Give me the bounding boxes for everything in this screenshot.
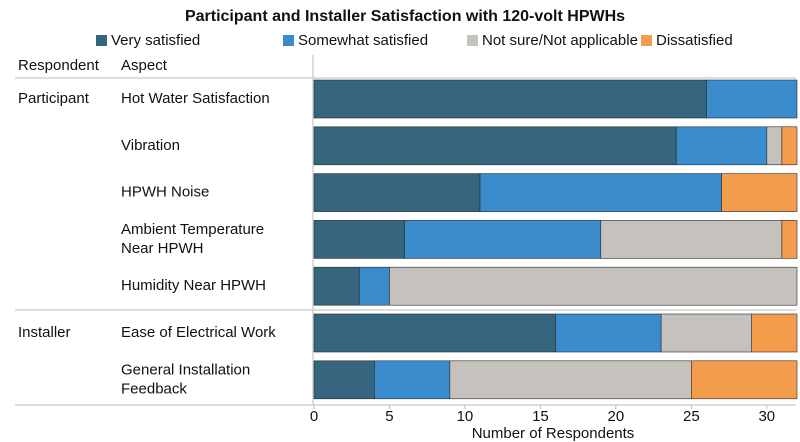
legend-label: Very satisfied bbox=[111, 32, 200, 49]
x-tick-label: 10 bbox=[457, 408, 474, 425]
bar-segment bbox=[479, 173, 722, 212]
legend-label: Somewhat satisfied bbox=[298, 32, 428, 49]
legend-swatch bbox=[283, 35, 294, 46]
category-label: Hot Water Satisfaction bbox=[121, 90, 270, 107]
chart-title: Participant and Installer Satisfaction w… bbox=[185, 8, 625, 25]
x-tick-label: 20 bbox=[608, 408, 625, 425]
bar-segment bbox=[313, 173, 481, 212]
bar-segment bbox=[691, 360, 798, 400]
bar-segment bbox=[751, 313, 798, 353]
bar-segment bbox=[781, 126, 798, 166]
bar-segment bbox=[313, 266, 360, 306]
bar-segment bbox=[706, 79, 798, 119]
category-label: Vibration bbox=[121, 137, 180, 154]
bar-segment bbox=[404, 220, 602, 259]
bar-segment bbox=[555, 313, 662, 353]
legend-label: Not sure/Not applicable bbox=[482, 32, 638, 49]
bar-segment bbox=[313, 126, 677, 166]
bar-segment bbox=[374, 360, 451, 400]
bar-segment bbox=[675, 126, 768, 166]
x-tick-label: 30 bbox=[758, 408, 775, 425]
bar-segment bbox=[600, 220, 783, 259]
x-axis-label: Number of Respondents bbox=[472, 425, 635, 442]
legend-swatch bbox=[641, 35, 652, 46]
category-label: Ease of Electrical Work bbox=[121, 324, 276, 341]
bar-segment bbox=[313, 79, 707, 119]
bar-segment bbox=[781, 220, 798, 259]
category-label: Ambient Temperature bbox=[121, 221, 264, 238]
column-header: Aspect bbox=[121, 57, 168, 74]
bar-segment bbox=[313, 313, 556, 353]
bar-segment bbox=[313, 360, 375, 400]
legend-label: Dissatisfied bbox=[656, 32, 733, 49]
bar-segment bbox=[449, 360, 692, 400]
bar-segment bbox=[721, 173, 798, 212]
category-label: Feedback bbox=[121, 380, 187, 397]
bar-segment bbox=[660, 313, 753, 353]
x-tick-label: 15 bbox=[532, 408, 549, 425]
x-tick-label: 5 bbox=[385, 408, 393, 425]
bar-segment bbox=[358, 266, 390, 306]
respondent-label: Installer bbox=[18, 324, 71, 341]
respondent-label: Participant bbox=[18, 90, 90, 107]
x-tick-label: 0 bbox=[310, 408, 318, 425]
bar-segment bbox=[766, 126, 783, 166]
category-label: General Installation bbox=[121, 361, 250, 378]
category-label: Humidity Near HPWH bbox=[121, 277, 266, 294]
bar-segment bbox=[389, 266, 798, 306]
bar-segment bbox=[313, 220, 405, 259]
category-label: Near HPWH bbox=[121, 240, 204, 257]
legend-swatch bbox=[96, 35, 107, 46]
legend-swatch bbox=[467, 35, 478, 46]
column-header: Respondent bbox=[18, 57, 100, 74]
category-label: HPWH Noise bbox=[121, 184, 209, 201]
x-tick-label: 25 bbox=[683, 408, 700, 425]
